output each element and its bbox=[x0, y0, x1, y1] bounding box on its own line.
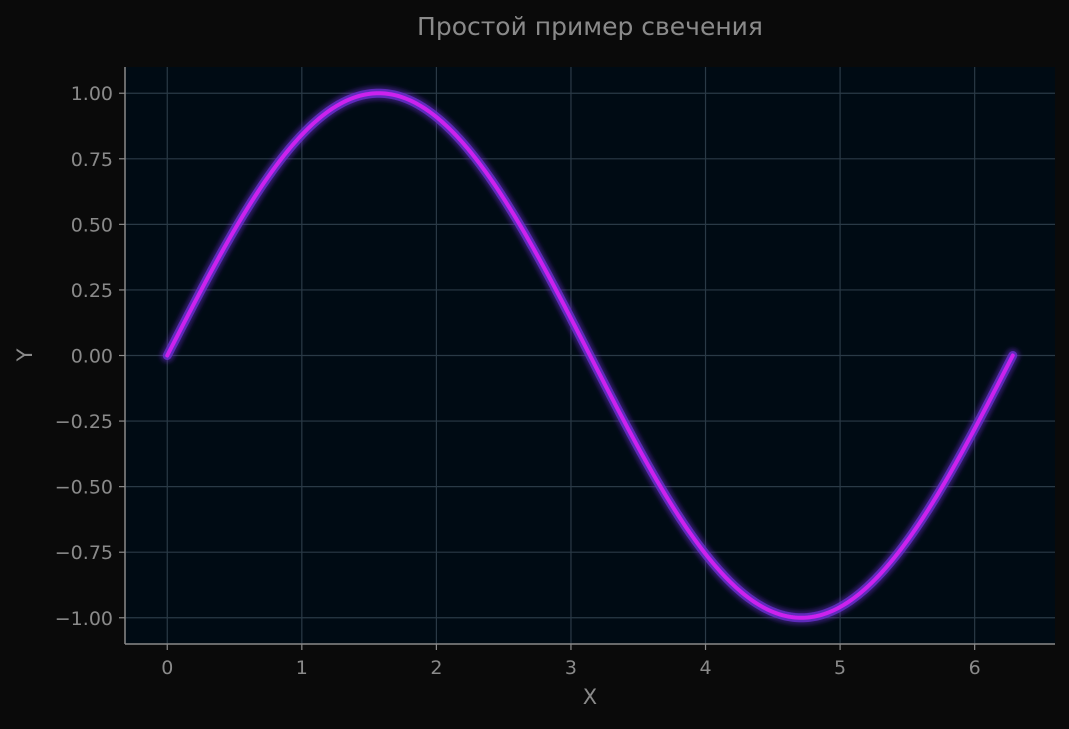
y-tick-label: −0.50 bbox=[55, 477, 113, 499]
y-axis-label: Y bbox=[13, 348, 37, 362]
y-tick-label: −1.00 bbox=[55, 608, 113, 630]
y-tick-label: −0.75 bbox=[55, 542, 113, 564]
series-line bbox=[165, 91, 1015, 620]
x-tick-label: 4 bbox=[699, 657, 711, 679]
y-tick-label: −0.25 bbox=[55, 411, 113, 433]
ticks: 0 1 2 3 4 5 6 1.00 0.75 0.50 0.25 0.00 −0.25 −0.50 −0.… bbox=[55, 83, 981, 679]
y-tick-label: 0.25 bbox=[71, 280, 113, 302]
x-tick-label: 1 bbox=[296, 657, 308, 679]
x-tick-label: 3 bbox=[565, 657, 577, 679]
series-layer bbox=[160, 86, 1020, 625]
x-axis-label: X bbox=[583, 685, 597, 709]
y-tick-label: 1.00 bbox=[71, 83, 113, 105]
chart-title: Простой пример свечения bbox=[417, 12, 763, 41]
x-tick-label: 6 bbox=[969, 657, 981, 679]
x-tick-label: 5 bbox=[834, 657, 846, 679]
y-tick-label: 0.00 bbox=[71, 346, 113, 368]
y-tick-label: 0.75 bbox=[71, 149, 113, 171]
x-tick-label: 0 bbox=[161, 657, 173, 679]
y-tick-label: 0.50 bbox=[71, 214, 113, 236]
x-tick-label: 2 bbox=[430, 657, 442, 679]
